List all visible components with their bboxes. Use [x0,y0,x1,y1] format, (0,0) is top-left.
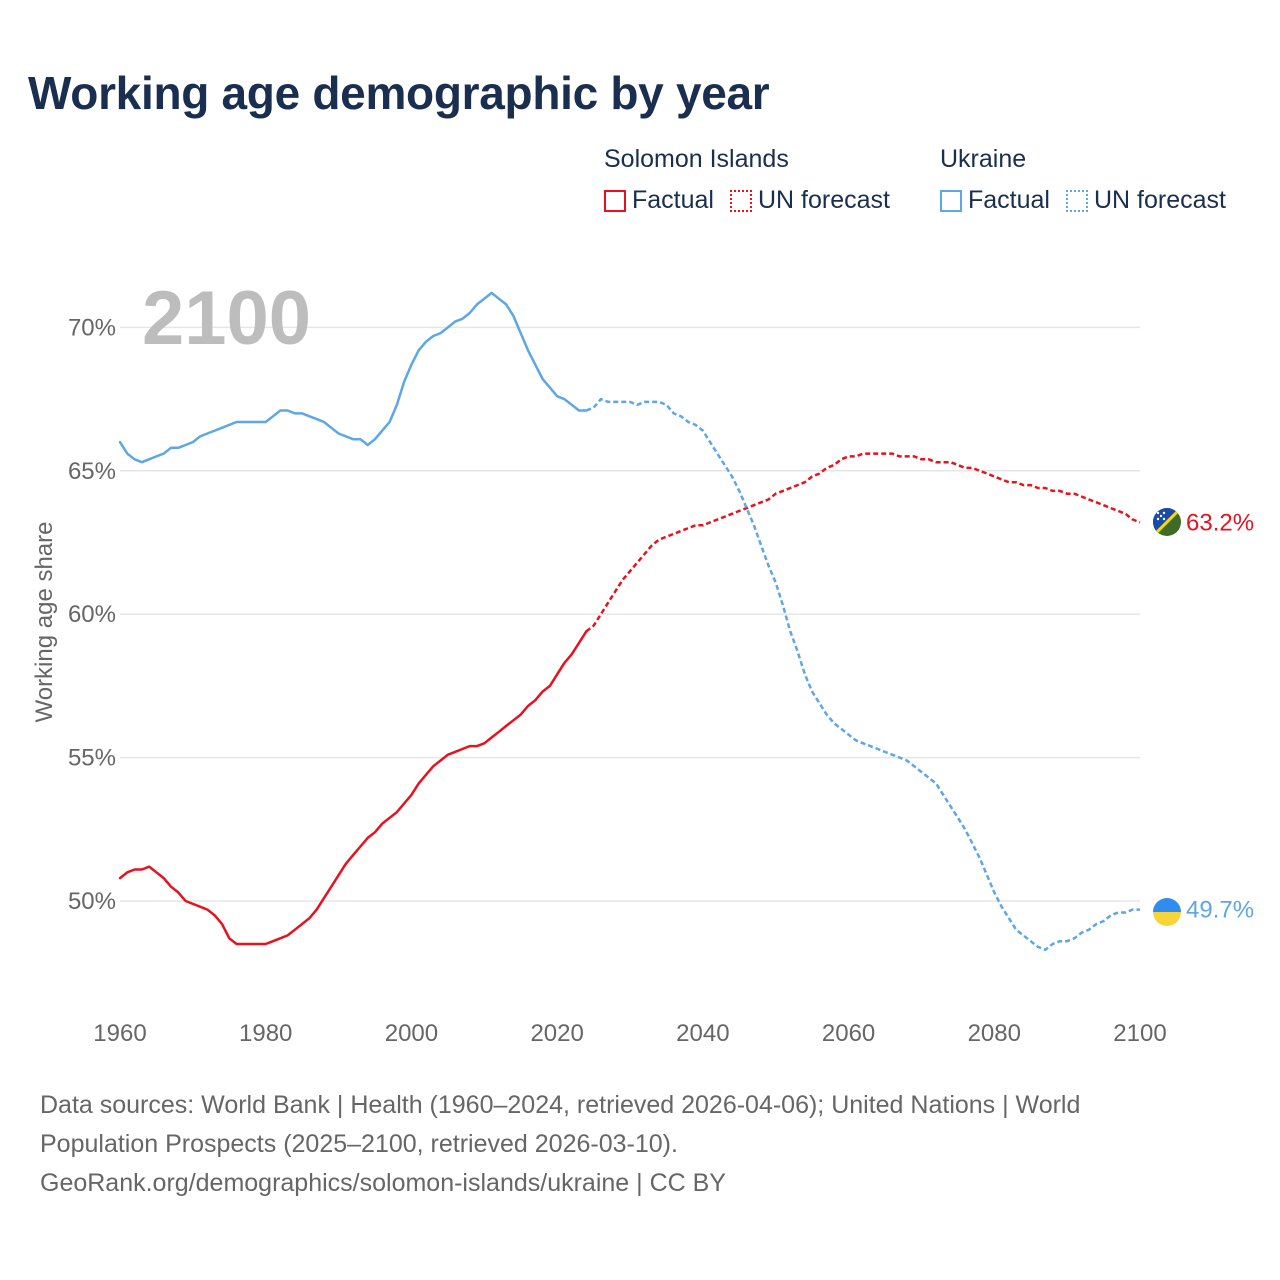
legend-solomon-islands: Solomon Islands Factual UN forecast [604,145,890,215]
footer-line: Data sources: World Bank | Health (1960–… [40,1091,1081,1119]
x-tick-label: 2020 [530,1020,583,1047]
legend-ukraine: Ukraine Factual UN forecast [940,145,1226,215]
footer-line[interactable]: GeoRank.org/demographics/solomon-islands… [40,1169,726,1197]
legend-item-forecast[interactable]: UN forecast [729,186,890,215]
y-tick-label: 50% [68,888,116,915]
legend-country-label: Ukraine [940,145,1027,173]
series-line-ukraine-factual [118,291,588,464]
ukraine-flag-icon [1153,898,1181,926]
legend-item-label: Factual [968,186,1050,214]
legend-item-factual[interactable]: Factual [940,186,1050,215]
legend-item-forecast[interactable]: UN forecast [1065,186,1226,215]
legend-item-label: UN forecast [1093,186,1226,214]
x-tick-label: 2060 [822,1020,875,1047]
legend-item-factual[interactable]: Factual [604,186,714,215]
chart-title: Working age demographic by year [28,67,770,119]
x-tick-label: 2080 [968,1020,1021,1047]
series-line-solomon-islands-factual [118,630,588,946]
y-tick-label: 65% [68,458,116,485]
x-tick-label: 2100 [1113,1020,1166,1047]
source-footer: Data sources: World Bank | Health (1960–… [40,1086,1240,1203]
x-tick-label: 2040 [676,1020,729,1047]
series-line-ukraine-forecast [585,397,1140,952]
footer-line: Population Prospects (2025–2100, retriev… [40,1130,678,1158]
legend-item-label: Factual [632,186,714,214]
y-tick-label: 60% [68,601,116,628]
end-value-label-solomon-islands: 63.2% [1186,509,1254,536]
end-value-label-ukraine: 49.7% [1186,897,1254,924]
legend-swatch-dotted [1065,189,1088,212]
x-tick-label: 1980 [239,1020,292,1047]
x-tick-label: 1960 [93,1020,146,1047]
solomon-islands-flag-icon [1153,508,1181,536]
legend-swatch-solid [604,189,626,212]
year-watermark: 2100 [142,276,311,361]
y-tick-label: 55% [68,745,116,772]
legend-country-label: Solomon Islands [604,145,789,173]
legend-item-label: UN forecast [757,186,890,214]
y-tick-label: 70% [68,314,116,341]
legend-swatch-dotted [729,189,752,212]
y-axis-label: Working age share [31,522,58,723]
x-tick-label: 2000 [385,1020,438,1047]
legend-swatch-solid [940,189,962,212]
series-line-solomon-islands-forecast [585,452,1141,633]
